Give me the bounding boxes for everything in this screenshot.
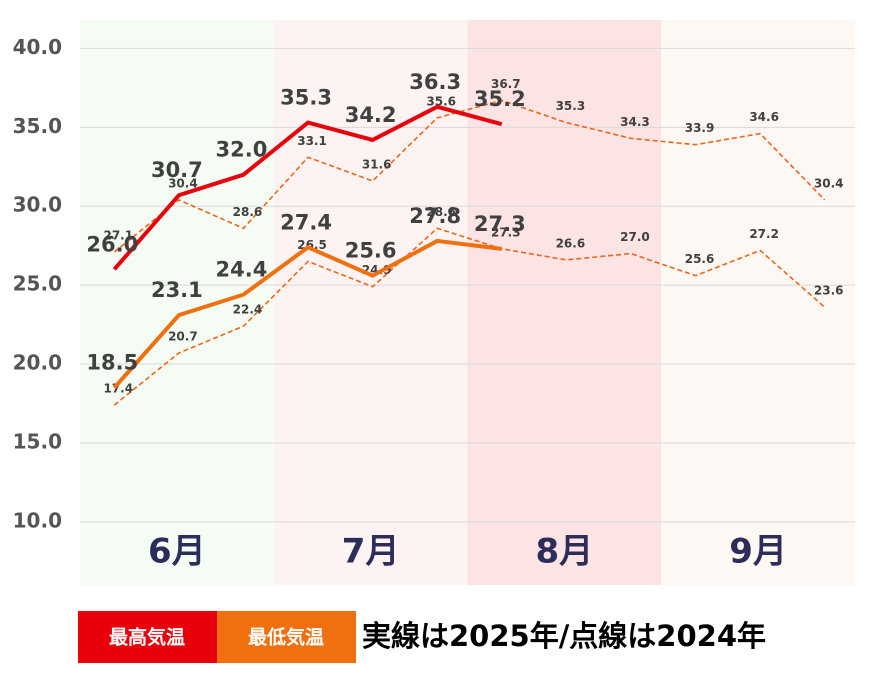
y-tick-label: 30.0	[13, 193, 62, 217]
data-label: 34.3	[620, 115, 650, 129]
data-label: 35.3	[556, 99, 586, 113]
legend-label: 最高気温	[109, 626, 185, 649]
data-label: 34.2	[345, 103, 397, 127]
line-2024	[113, 227, 826, 406]
data-label: 27.0	[620, 230, 650, 244]
month-label: 7月	[342, 532, 400, 572]
data-label: 23.6	[814, 284, 844, 298]
data-label: 27.8	[409, 204, 461, 228]
data-label: 30.4	[168, 176, 198, 190]
data-label: 30.7	[151, 158, 203, 182]
data-label: 18.5	[86, 351, 138, 375]
data-label: 27.4	[280, 210, 332, 234]
month-label: 6月	[148, 532, 206, 572]
legend-note: 実線は2025年/点線は2024年	[362, 619, 766, 653]
data-label: 36.7	[491, 77, 521, 91]
data-label: 27.3	[474, 212, 526, 236]
month-label: 9月	[729, 532, 787, 572]
data-label: 36.3	[409, 70, 461, 94]
data-label: 24.4	[216, 258, 268, 282]
data-label: 33.1	[297, 134, 327, 148]
data-label: 35.3	[280, 86, 332, 110]
y-tick-label: 40.0	[13, 35, 62, 59]
data-label: 32.0	[216, 138, 268, 162]
data-label: 20.7	[168, 330, 198, 344]
y-tick-label: 25.0	[13, 272, 62, 296]
y-tick-label: 15.0	[13, 429, 62, 453]
data-label: 27.3	[491, 225, 521, 239]
line-2025	[112, 104, 503, 271]
legend-label: 最低気温	[248, 626, 324, 649]
y-tick-label: 20.0	[13, 351, 62, 375]
data-label: 28.6	[426, 205, 456, 219]
data-label: 34.6	[749, 110, 779, 124]
legend-box	[78, 611, 217, 663]
data-label: 25.6	[685, 252, 715, 266]
data-label: 27.1	[103, 228, 133, 242]
data-label: 26.0	[86, 232, 138, 256]
data-label: 35.6	[426, 94, 456, 108]
data-label: 17.4	[103, 382, 133, 396]
data-label: 35.2	[474, 87, 526, 111]
data-label: 23.1	[151, 278, 203, 302]
line-2025	[112, 238, 503, 390]
month-band	[467, 20, 662, 585]
month-band	[273, 20, 468, 585]
data-label: 33.9	[685, 121, 715, 135]
line-2024	[113, 99, 826, 253]
data-label: 30.4	[814, 176, 844, 190]
y-tick-label: 10.0	[13, 508, 62, 532]
month-band	[80, 20, 274, 585]
y-tick-label: 35.0	[13, 114, 62, 138]
month-band	[661, 20, 855, 585]
month-label: 8月	[536, 532, 594, 572]
data-label: 31.6	[362, 157, 392, 171]
data-label: 27.2	[749, 227, 779, 241]
data-label: 25.6	[345, 239, 397, 263]
legend-box	[217, 611, 356, 663]
data-label: 28.6	[233, 205, 263, 219]
data-label: 26.6	[556, 236, 586, 250]
data-label: 22.4	[233, 303, 263, 317]
